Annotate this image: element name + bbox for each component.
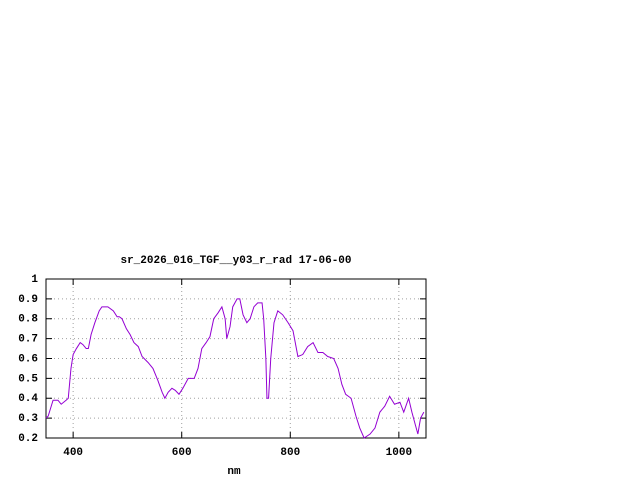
x-tick-label: 800 xyxy=(280,447,300,459)
x-tick-label: 1000 xyxy=(386,447,412,459)
chart-title: sr_2026_016_TGF__y03_r_rad 17-06-00 xyxy=(120,255,351,267)
y-tick-label: 1 xyxy=(31,274,38,286)
y-tick-label: 0.5 xyxy=(18,373,38,385)
plot-border xyxy=(45,278,427,439)
y-tick-label: 0.4 xyxy=(18,393,38,405)
data-line xyxy=(45,298,425,439)
x-axis-label: nm xyxy=(227,466,241,478)
y-tick-label: 0.8 xyxy=(18,314,38,326)
x-tick-label: 600 xyxy=(172,447,192,459)
y-tick-label: 0.7 xyxy=(18,334,38,346)
y-tick-label: 0.3 xyxy=(18,413,38,425)
y-tick-label: 0.6 xyxy=(18,353,38,365)
y-tick-label: 0.2 xyxy=(18,433,38,445)
y-tick-label: 0.9 xyxy=(18,294,38,306)
x-tick-label: 400 xyxy=(63,447,83,459)
